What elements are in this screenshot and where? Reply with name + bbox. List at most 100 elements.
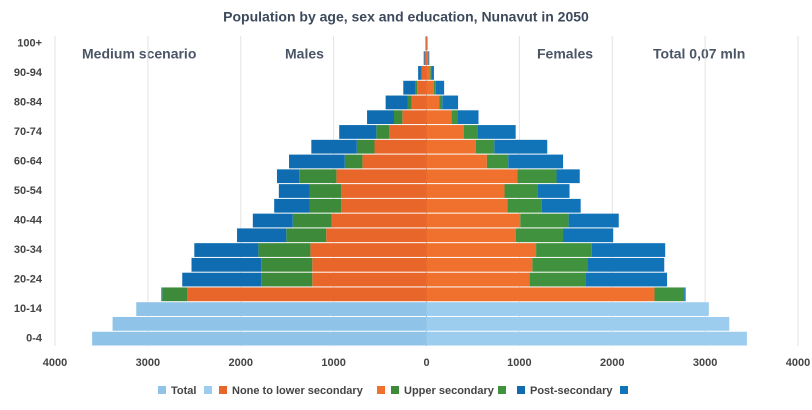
bar-male — [187, 287, 427, 302]
bar-female — [536, 243, 592, 257]
bar-female — [457, 110, 479, 125]
bar-female — [426, 110, 452, 125]
bar-female — [587, 257, 665, 272]
bar-female — [504, 184, 538, 198]
bar-male — [161, 287, 163, 302]
bar-female — [508, 154, 564, 169]
bar-female — [515, 228, 564, 243]
bar-female — [435, 80, 445, 95]
bar-female — [556, 169, 580, 184]
bar-male — [261, 272, 313, 287]
bar-female — [426, 154, 487, 169]
bar-female — [431, 66, 434, 80]
bar-male — [312, 257, 427, 272]
bar-female — [428, 51, 430, 66]
bar-female — [426, 257, 533, 272]
bar-female — [426, 272, 530, 287]
bar-male — [341, 198, 427, 213]
bar-female — [426, 228, 516, 243]
bar-male — [339, 125, 377, 139]
legend-swatch — [377, 386, 385, 394]
bar-female — [684, 287, 686, 302]
y-tick-label: 0-4 — [26, 333, 43, 345]
y-tick-label: 40-44 — [14, 214, 43, 226]
legend-label: Post-secondary — [530, 385, 613, 397]
bar-male — [336, 169, 427, 184]
legend-swatch — [517, 386, 525, 394]
bar-male — [276, 169, 300, 184]
y-tick-label: 10-14 — [14, 303, 43, 315]
bar-male — [423, 51, 425, 66]
x-tick-label: 4000 — [786, 357, 810, 369]
bar-male — [421, 66, 427, 80]
bar-male — [417, 80, 427, 95]
legend-label: Total — [171, 385, 196, 397]
bar-male — [331, 213, 427, 228]
bar-female — [426, 184, 505, 198]
bar-male — [376, 125, 390, 139]
bar-male — [261, 257, 313, 272]
bar-female — [537, 184, 570, 198]
bar-female — [463, 125, 478, 139]
bar-female — [430, 66, 432, 80]
bar-male — [385, 95, 408, 110]
legend-swatch — [620, 386, 628, 394]
bar-female — [426, 213, 521, 228]
bar-female — [426, 287, 655, 302]
bar-female — [654, 287, 685, 302]
bar-male — [162, 287, 188, 302]
y-tick-label: 20-24 — [14, 273, 43, 285]
bar-female — [563, 228, 614, 243]
bar-male — [112, 316, 427, 331]
bar-male — [418, 66, 421, 80]
bar-female — [507, 198, 542, 213]
bar-male — [326, 228, 427, 243]
bar-male — [136, 302, 427, 316]
bar-male — [311, 139, 357, 154]
bar-male — [344, 154, 363, 169]
bar-male — [191, 257, 262, 272]
x-tick-label: 0 — [423, 357, 429, 369]
bar-male — [309, 198, 342, 213]
bar-male — [362, 154, 427, 169]
bar-male — [312, 272, 427, 287]
bar-female — [494, 139, 548, 154]
bar-female — [451, 110, 458, 125]
y-tick-label: 80-84 — [14, 96, 43, 108]
bar-male — [415, 80, 418, 95]
bar-male — [356, 139, 375, 154]
bar-female — [426, 95, 440, 110]
x-tick-label: 2000 — [229, 357, 253, 369]
bar-female — [529, 272, 586, 287]
y-tick-label: 90-94 — [14, 67, 43, 79]
bar-female — [426, 198, 508, 213]
bar-female — [426, 169, 518, 184]
y-tick-label: 30-34 — [14, 244, 43, 256]
bar-female — [426, 316, 730, 331]
bar-female — [585, 272, 668, 287]
bar-female — [541, 198, 581, 213]
bar-female — [426, 51, 429, 66]
bar-female — [439, 95, 443, 110]
bar-female — [520, 213, 569, 228]
bar-male — [341, 184, 427, 198]
bar-female — [568, 213, 619, 228]
bar-male — [389, 125, 427, 139]
bar-male — [252, 213, 293, 228]
bar-male — [237, 228, 287, 243]
bar-male — [309, 184, 342, 198]
legend-swatch — [158, 386, 166, 394]
bar-female — [426, 125, 464, 139]
bar-female — [475, 139, 495, 154]
x-tick-label: 3000 — [136, 357, 160, 369]
bar-male — [393, 110, 403, 125]
x-tick-label: 1000 — [321, 357, 345, 369]
bar-male — [92, 331, 427, 346]
bar-male — [402, 110, 427, 125]
bar-female — [426, 139, 476, 154]
bar-female — [426, 302, 709, 316]
bar-male — [292, 213, 332, 228]
bar-female — [426, 66, 431, 80]
bar-male — [182, 272, 262, 287]
bar-male — [310, 243, 427, 257]
